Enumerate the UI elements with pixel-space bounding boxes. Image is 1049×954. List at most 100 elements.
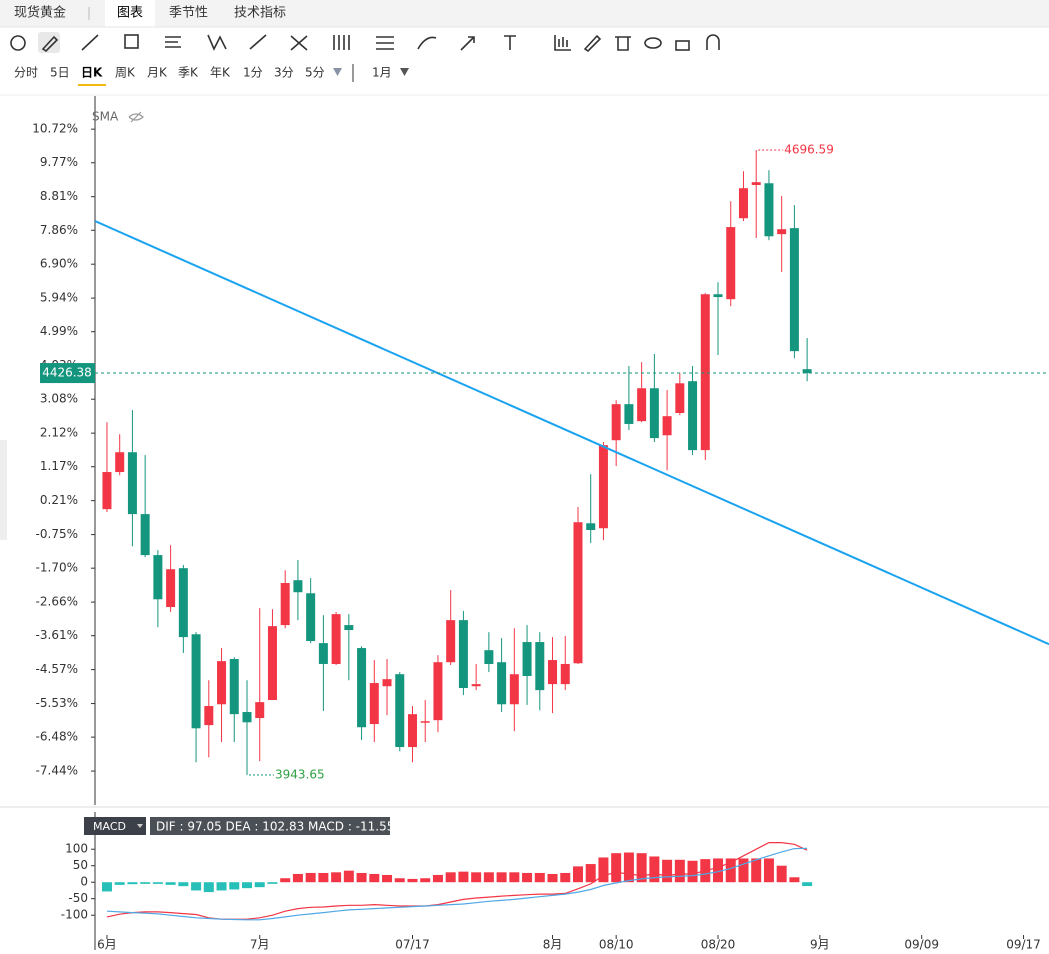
candle-body xyxy=(522,642,532,676)
icon-hide[interactable] xyxy=(128,111,144,123)
interval[interactable]: 分时 xyxy=(14,66,38,80)
candle-body xyxy=(382,679,392,687)
candle-body xyxy=(535,642,545,691)
macd-bar xyxy=(318,872,329,883)
y-tick-label: 10.72% xyxy=(32,122,78,136)
candle-body xyxy=(127,452,137,515)
macd-bar xyxy=(662,859,673,883)
candle-body xyxy=(217,661,227,705)
icon-brush[interactable] xyxy=(417,36,437,50)
macd-bar xyxy=(178,882,189,887)
interval[interactable]: 日K xyxy=(81,66,103,80)
icon-magnet[interactable] xyxy=(706,34,720,50)
y-tick-label: 0.21% xyxy=(40,493,78,507)
candle-body xyxy=(204,706,214,726)
x-tick-label: 07/17 xyxy=(395,938,430,951)
tab[interactable]: 图表 xyxy=(117,6,143,21)
macd-bar xyxy=(713,858,724,883)
y-tick-label: -100 xyxy=(61,908,88,922)
macd-bar xyxy=(114,882,125,885)
icon-text[interactable] xyxy=(504,35,516,50)
macd-bar xyxy=(471,872,482,883)
macd-bar xyxy=(229,882,240,890)
icon-lock[interactable] xyxy=(675,40,690,51)
icon-delete[interactable] xyxy=(615,36,631,51)
tab[interactable]: 技术指标 xyxy=(234,6,286,21)
last-price-box xyxy=(40,363,95,384)
icon-rect[interactable] xyxy=(124,34,139,49)
y-tick-label: -1.70% xyxy=(36,561,78,575)
y-tick-label: 4.99% xyxy=(40,324,78,338)
y-tick-label: 6.90% xyxy=(40,257,78,271)
icon-path[interactable] xyxy=(249,34,267,50)
macd-bar xyxy=(623,852,634,883)
trendline xyxy=(95,220,1049,646)
y-tick-label: 50 xyxy=(73,858,88,872)
icon-measure[interactable] xyxy=(554,35,571,51)
macd-bar xyxy=(776,865,787,883)
candle-body xyxy=(649,388,659,439)
candle-body xyxy=(357,648,367,728)
candle-body xyxy=(166,569,176,608)
icon-line[interactable] xyxy=(81,34,99,51)
candle-body xyxy=(688,381,698,451)
icon-eye[interactable] xyxy=(644,37,662,49)
candle-body xyxy=(331,614,341,664)
macd-bar xyxy=(585,864,596,883)
icon-gann[interactable] xyxy=(333,35,350,50)
macd-bar xyxy=(598,857,609,883)
candle-body xyxy=(140,514,150,556)
icon-arrow[interactable] xyxy=(460,36,475,51)
indicator-label: SMA xyxy=(92,110,119,124)
dropdown-arrow xyxy=(333,68,342,76)
candle-body xyxy=(637,388,647,422)
candle-body xyxy=(255,702,265,719)
icon-channel[interactable] xyxy=(376,36,394,50)
icon-fib[interactable] xyxy=(165,36,181,48)
icon-cross[interactable] xyxy=(290,35,308,51)
macd-bar xyxy=(802,882,813,887)
candle-body xyxy=(802,369,812,374)
candle-body xyxy=(586,523,596,531)
macd-bar xyxy=(356,872,367,883)
icon-pen[interactable] xyxy=(41,35,59,53)
icon-pattern[interactable] xyxy=(207,34,227,51)
y-tick-label: 0 xyxy=(80,875,88,889)
y-tick-label: 1.17% xyxy=(40,459,78,473)
tab[interactable]: 季节性 xyxy=(169,6,208,21)
macd-bar xyxy=(522,872,533,883)
range[interactable]: 1月 xyxy=(372,66,392,80)
interval[interactable]: 月K xyxy=(147,66,168,80)
candle-body xyxy=(611,404,621,441)
interval[interactable]: 5日 xyxy=(50,66,70,80)
min-label: 3943.65 xyxy=(275,767,325,781)
icon-edit[interactable] xyxy=(583,34,602,53)
tab[interactable]: 现货黄金 xyxy=(14,5,66,21)
y-tick-label: 100 xyxy=(65,842,88,856)
candle-body xyxy=(446,620,456,663)
interval[interactable]: 年K xyxy=(210,66,231,80)
interval[interactable]: 3分 xyxy=(274,66,294,80)
macd-bar xyxy=(343,870,354,883)
candle-body xyxy=(102,472,112,510)
macd-bar xyxy=(331,872,342,883)
macd-bar xyxy=(305,872,316,883)
macd-label-box[interactable] xyxy=(84,817,146,835)
interval[interactable]: 1分 xyxy=(243,66,263,80)
interval[interactable]: 季K xyxy=(178,66,199,80)
candle-body xyxy=(280,583,290,626)
icon-cursor[interactable] xyxy=(10,35,26,51)
dropdown-arrow xyxy=(137,824,143,828)
x-tick-label: 9月 xyxy=(810,938,830,951)
interval[interactable]: 5分 xyxy=(305,66,325,80)
x-tick-label: 08/10 xyxy=(599,938,634,951)
candle-body xyxy=(497,662,507,705)
side-handle[interactable] xyxy=(0,440,7,540)
interval[interactable]: 周K xyxy=(115,66,136,80)
candle-body xyxy=(548,660,558,685)
y-tick-label: 5.94% xyxy=(40,291,78,305)
macd-bar xyxy=(445,872,456,883)
candle-body xyxy=(229,659,239,715)
macd-bar xyxy=(432,874,443,883)
macd-bar xyxy=(483,872,494,883)
